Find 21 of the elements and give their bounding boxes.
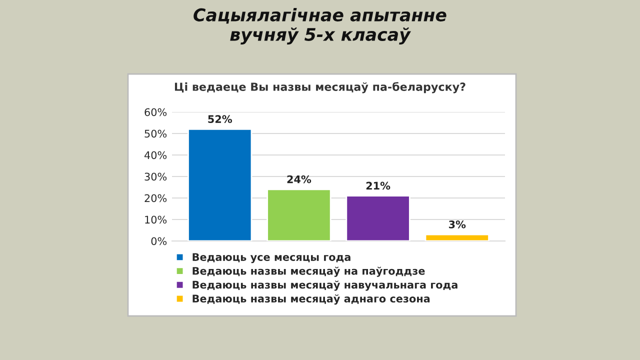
legend-label: Ведаюць назвы месяцаў аднаго сезона xyxy=(192,294,430,305)
data-label: 21% xyxy=(366,182,390,190)
legend-label: Ведаюць усе месяцы года xyxy=(192,253,350,264)
y-tick-label: 30% xyxy=(144,172,167,181)
data-label: 3% xyxy=(448,220,466,228)
data-label: 24% xyxy=(287,175,312,184)
y-tick-label: 10% xyxy=(145,216,167,224)
bar xyxy=(424,234,490,241)
chart-subtitle: Ці ведаеце Вы назвы месяцаў па-беларуску? xyxy=(174,82,466,94)
bar xyxy=(188,128,252,241)
y-tick-label: 0% xyxy=(151,237,167,246)
y-tick-label: 20% xyxy=(144,194,167,202)
bar xyxy=(266,188,332,241)
legend-label: Ведаюць назвы месяцаў на паўгоддзе xyxy=(192,266,425,277)
y-tick-label: 60% xyxy=(144,108,167,116)
y-tick-label: 40% xyxy=(144,151,167,160)
y-tick-label: 50% xyxy=(144,130,167,138)
chart-title: Сацыялагічнае апытанне вучняў 5-х класаў xyxy=(194,8,446,44)
data-label: 52% xyxy=(208,115,232,124)
legend-label: Ведаюць назвы месяцаў навучальнага года xyxy=(192,280,458,291)
bar xyxy=(346,195,410,241)
